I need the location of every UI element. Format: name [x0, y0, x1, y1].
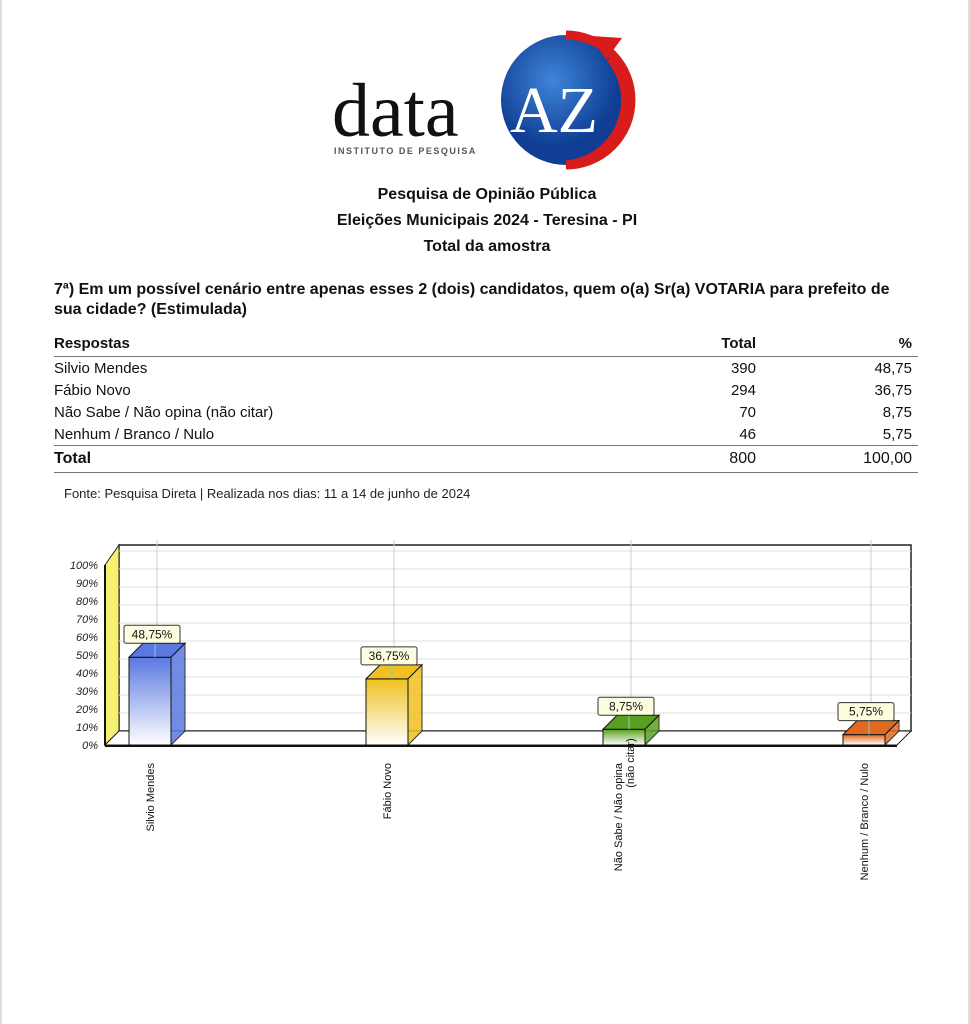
x-tick-label: Não Sabe / Não opina — [613, 762, 625, 871]
bar-side — [644, 714, 660, 747]
data-label: 5,75% — [849, 705, 883, 719]
y-tick-label: 50% — [76, 650, 98, 662]
svg-text:INSTITUTO DE PESQUISA: INSTITUTO DE PESQUISA — [334, 146, 477, 156]
data-label-box — [123, 624, 181, 644]
y-tick-label: 90% — [76, 578, 98, 590]
x-tick-label: (não citar) — [625, 738, 637, 788]
source-note: Fonte: Pesquisa Direta | Realizada nos d… — [64, 486, 471, 501]
bar-side — [170, 642, 186, 747]
bar — [602, 728, 646, 746]
svg-text:AZ: AZ — [510, 74, 598, 147]
bar-chart: 0% 10% 20% 30% 40% 50% 60% 70% 80% 90% 100% 48,75% S… — [70, 540, 913, 880]
results-table: Respostas Total% Silvio Mendes 390 48,75 Fá… — [54, 330, 918, 473]
floor — [103, 730, 913, 746]
total-row: Total 800 100,00 — [54, 445, 918, 473]
y-tick-label: 60% — [76, 632, 98, 644]
question-text: 7ª) Em um possível cenário entre apenas … — [54, 281, 890, 318]
y-tick-label: 0% — [82, 740, 98, 752]
y-tick-label: 80% — [76, 596, 98, 608]
y-tick-label: 10% — [76, 722, 98, 734]
table-row: Fábio Novo 294 36,75 — [54, 381, 912, 399]
table-row: Nenhum / Branco / Nulo 46 5,75 — [54, 425, 912, 443]
x-tick-label: Nenhum / Branco / Nulo — [859, 763, 871, 880]
table-row: Não Sabe / Não opina (não citar) 70 8,75 — [54, 403, 912, 421]
bar — [365, 678, 409, 746]
back-wall — [118, 544, 912, 732]
data-label: 36,75% — [369, 649, 410, 663]
bar — [842, 734, 886, 746]
bar-side — [884, 719, 900, 747]
svg-text:data: data — [332, 69, 459, 153]
report-title: Pesquisa de Opinião Pública — [377, 186, 597, 203]
dataaz-logo: data AZ INSTITUTO DE PESQUISA — [332, 30, 636, 170]
y-tick-label: 40% — [76, 668, 98, 680]
sample-label: Total da amostra — [423, 238, 551, 255]
report-subtitle: Eleições Municipais 2024 - Teresina - PI — [336, 212, 638, 229]
bar-side — [407, 663, 423, 747]
y-tick-label: 20% — [75, 704, 98, 716]
data-label-box — [837, 702, 895, 722]
data-label: 8,75% — [609, 699, 643, 713]
side-wall — [104, 543, 120, 747]
data-label-box — [360, 646, 418, 666]
x-tick-label: Silvio Mendes — [145, 763, 157, 832]
y-tick-label: 30% — [76, 686, 98, 698]
x-tick-label: Fábio Novo — [382, 763, 394, 819]
bar — [128, 656, 172, 746]
y-tick-label: 100% — [70, 560, 98, 572]
data-label-box — [597, 696, 655, 716]
data-label: 48,75% — [132, 627, 173, 641]
table-row: Silvio Mendes 390 48,75 — [54, 359, 912, 377]
y-tick-label: 70% — [76, 614, 98, 626]
